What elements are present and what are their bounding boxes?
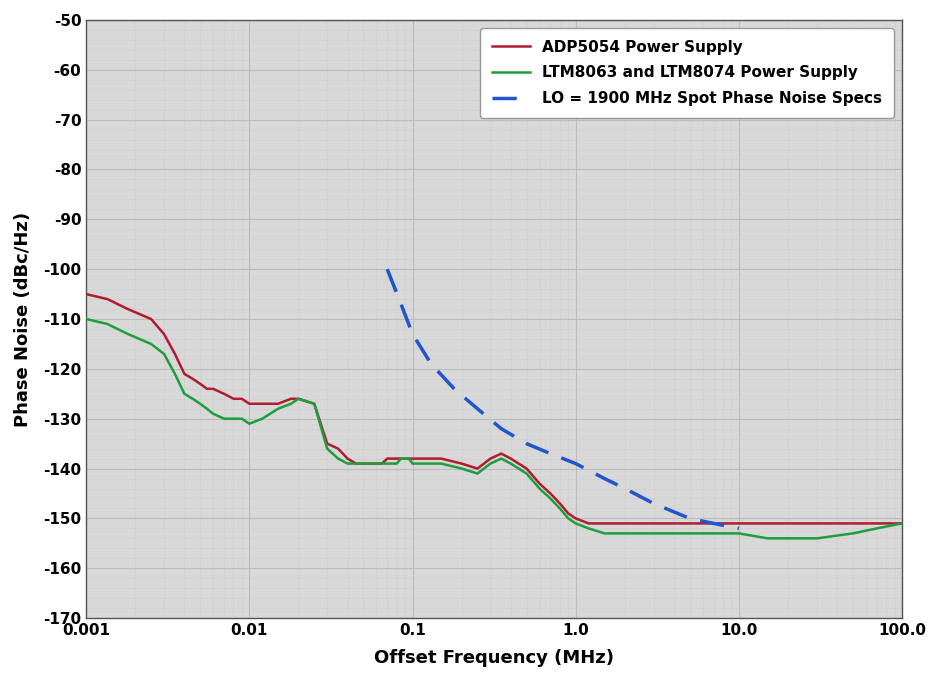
LO = 1900 MHz Spot Phase Noise Specs — [684, 514, 696, 522]
ADP5054 Power Supply — [81, 290, 92, 298]
LTM8063 and LTM8074 Power Supply — [456, 464, 467, 473]
LTM8063 and LTM8074 Power Supply — [273, 405, 284, 413]
LO = 1900 MHz Spot Phase Noise Specs — [521, 439, 532, 447]
ADP5054 Power Supply — [456, 460, 467, 468]
LTM8063 and LTM8074 Power Supply — [897, 520, 908, 528]
LO = 1900 MHz Spot Phase Noise Specs — [495, 425, 507, 433]
LO = 1900 MHz Spot Phase Noise Specs — [426, 360, 437, 368]
LTM8063 and LTM8074 Power Supply — [169, 370, 180, 378]
Line: LO = 1900 MHz Spot Phase Noise Specs: LO = 1900 MHz Spot Phase Noise Specs — [387, 269, 739, 528]
X-axis label: Offset Frequency (MHz): Offset Frequency (MHz) — [374, 649, 614, 667]
LTM8063 and LTM8074 Power Supply — [391, 460, 402, 468]
LTM8063 and LTM8074 Power Supply — [81, 315, 92, 323]
LTM8063 and LTM8074 Power Supply — [684, 529, 696, 537]
LTM8063 and LTM8074 Power Supply — [227, 415, 239, 423]
ADP5054 Power Supply — [708, 520, 719, 528]
LO = 1900 MHz Spot Phase Noise Specs — [382, 265, 393, 273]
ADP5054 Power Supply — [169, 350, 180, 358]
LO = 1900 MHz Spot Phase Noise Specs — [407, 330, 418, 338]
LO = 1900 MHz Spot Phase Noise Specs — [733, 524, 744, 533]
LO = 1900 MHz Spot Phase Noise Specs — [396, 300, 407, 308]
LO = 1900 MHz Spot Phase Noise Specs — [708, 520, 719, 528]
Line: LTM8063 and LTM8074 Power Supply: LTM8063 and LTM8074 Power Supply — [86, 319, 902, 539]
ADP5054 Power Supply — [897, 520, 908, 528]
LO = 1900 MHz Spot Phase Noise Specs — [619, 484, 631, 492]
ADP5054 Power Supply — [273, 400, 284, 408]
ADP5054 Power Supply — [583, 520, 594, 528]
ADP5054 Power Supply — [227, 395, 239, 403]
LO = 1900 MHz Spot Phase Noise Specs — [648, 499, 659, 507]
Legend: ADP5054 Power Supply, LTM8063 and LTM8074 Power Supply, LO = 1900 MHz Spot Phase: ADP5054 Power Supply, LTM8063 and LTM807… — [479, 27, 895, 118]
Line: ADP5054 Power Supply: ADP5054 Power Supply — [86, 294, 902, 524]
LO = 1900 MHz Spot Phase Noise Specs — [472, 405, 483, 413]
ADP5054 Power Supply — [391, 454, 402, 462]
LO = 1900 MHz Spot Phase Noise Specs — [448, 385, 460, 393]
LO = 1900 MHz Spot Phase Noise Specs — [570, 460, 581, 468]
Y-axis label: Phase Noise (dBc/Hz): Phase Noise (dBc/Hz) — [14, 212, 32, 426]
LO = 1900 MHz Spot Phase Noise Specs — [545, 449, 556, 458]
LO = 1900 MHz Spot Phase Noise Specs — [599, 475, 610, 483]
LTM8063 and LTM8074 Power Supply — [762, 535, 774, 543]
